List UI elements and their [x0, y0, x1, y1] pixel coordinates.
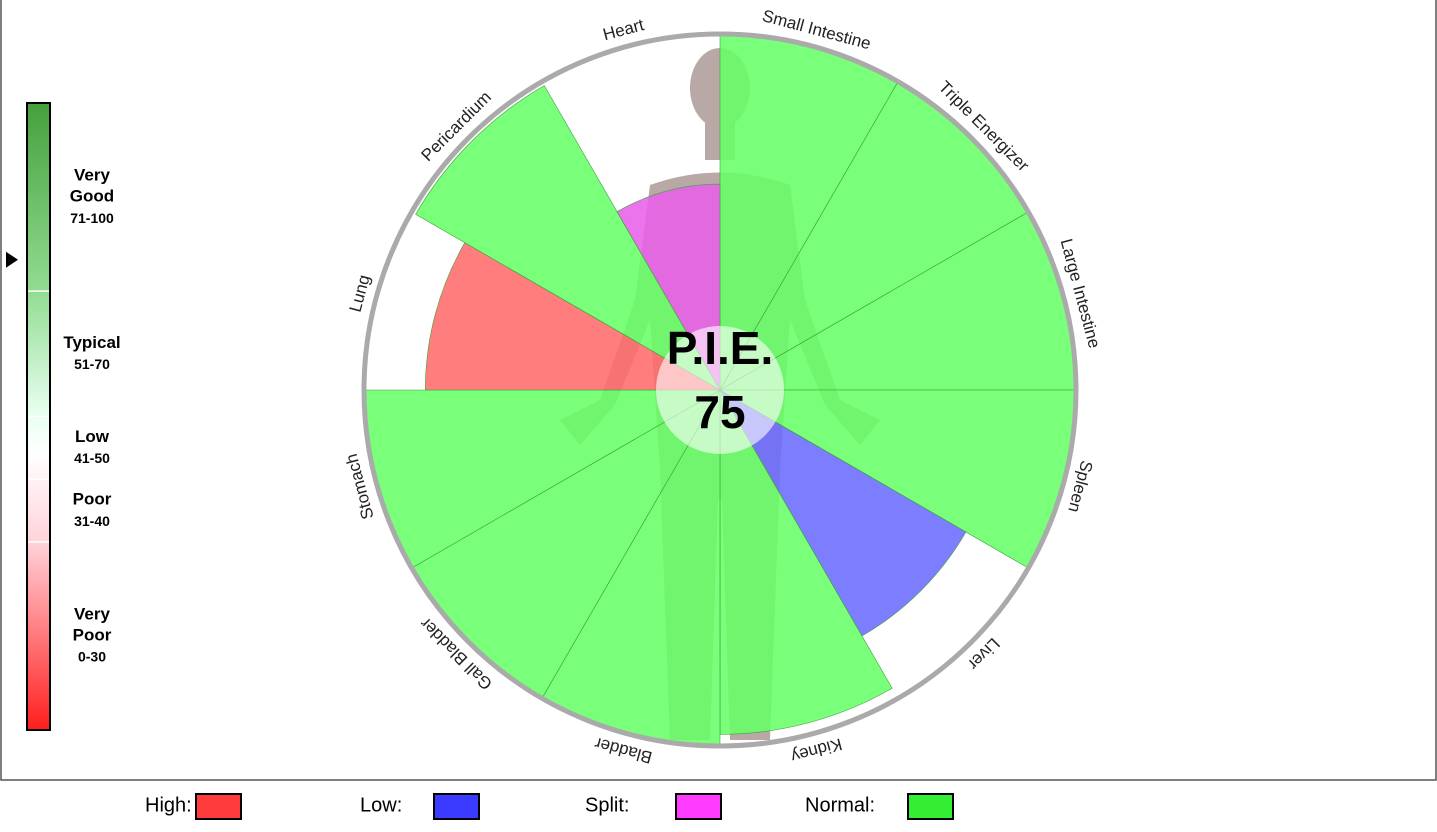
legend-label: Low: [360, 794, 402, 816]
segment-label: Liver [964, 634, 1004, 674]
band-range: 0-30 [78, 649, 106, 665]
legend-label: Split: [585, 794, 629, 816]
band-range: 71-100 [70, 210, 114, 226]
band-name: Poor [73, 490, 112, 509]
score: 75 [694, 386, 745, 438]
band-name: Good [70, 187, 114, 206]
band-name: Typical [63, 333, 120, 352]
page: {"chart_data": {"type": "polar-area", "c… [0, 0, 1437, 827]
band-range: 51-70 [74, 356, 110, 372]
center-label: P.I.E. [667, 322, 774, 374]
band-range: 41-50 [74, 450, 110, 466]
legend-swatch [196, 794, 241, 819]
legend-swatch [434, 794, 479, 819]
band-name: Poor [73, 625, 112, 644]
legend-label: High: [145, 794, 192, 816]
chart: P.I.E. 75 Small IntestineTriple Energize… [0, 0, 1437, 827]
band-name: Very [74, 166, 110, 185]
band-name: Low [75, 427, 110, 446]
band-range: 31-40 [74, 513, 110, 529]
gauge-pointer [6, 252, 18, 268]
segment-label: Heart [601, 15, 646, 44]
legend-swatch [676, 794, 721, 819]
legend-swatch [908, 794, 953, 819]
segment-label: Lung [346, 273, 374, 314]
legend-label: Normal: [805, 794, 875, 816]
band-name: Very [74, 604, 110, 623]
